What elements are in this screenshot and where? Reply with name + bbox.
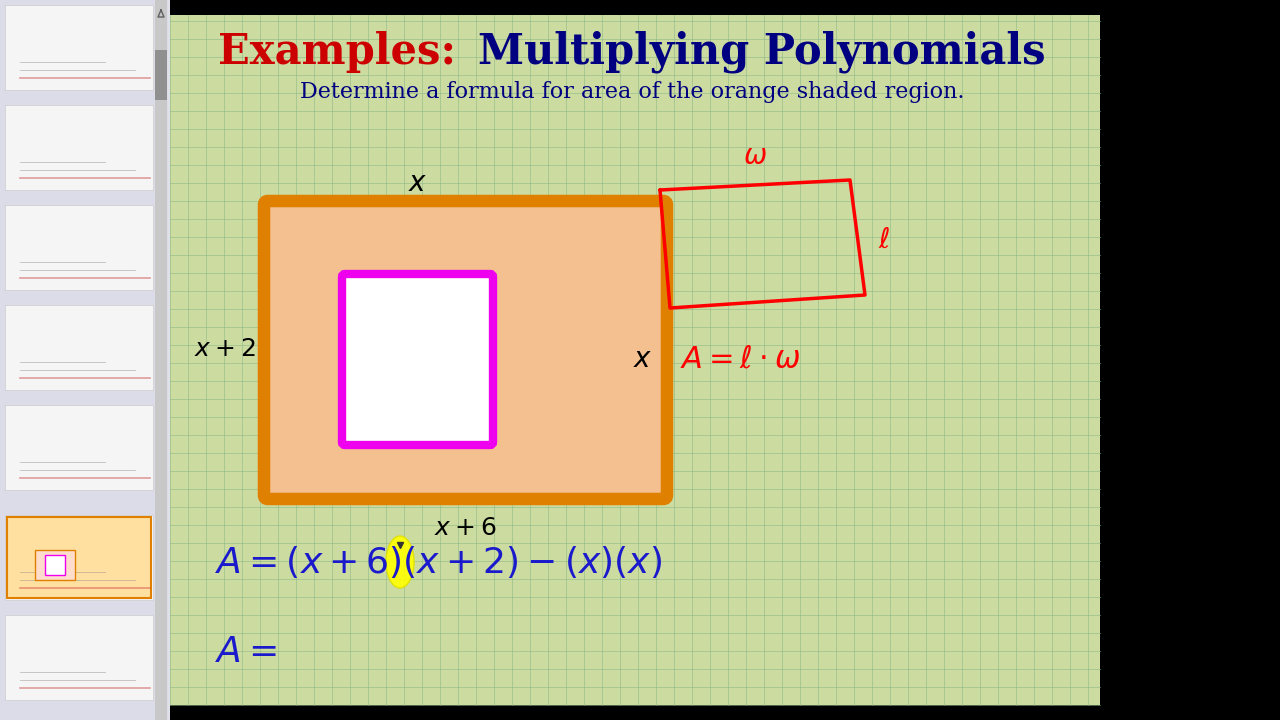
Bar <box>35 550 76 580</box>
Bar <box>5 405 154 490</box>
Bar <box>5 5 154 90</box>
Ellipse shape <box>387 536 413 588</box>
Text: $x$: $x$ <box>408 170 428 197</box>
Bar <box>5 205 154 290</box>
Bar <box>155 50 166 100</box>
Text: Examples:: Examples: <box>218 31 470 73</box>
Bar <box>6 517 151 598</box>
Text: Determine a formula for area of the orange shaded region.: Determine a formula for area of the oran… <box>300 81 964 103</box>
Bar <box>155 0 166 720</box>
Bar <box>5 515 154 600</box>
Text: $\omega$: $\omega$ <box>742 142 767 170</box>
Text: $x + 2$: $x + 2$ <box>195 338 256 361</box>
FancyBboxPatch shape <box>264 201 667 499</box>
Bar <box>45 555 65 575</box>
Bar <box>170 15 1100 705</box>
Text: $A =$: $A =$ <box>215 635 278 669</box>
Text: $A = (x+6)(x+2) - (x)(x)$: $A = (x+6)(x+2) - (x)(x)$ <box>215 544 662 580</box>
Text: Multiplying Polynomials: Multiplying Polynomials <box>477 31 1046 73</box>
Text: $x$: $x$ <box>634 346 653 373</box>
Text: $A = \ell \cdot \omega$: $A = \ell \cdot \omega$ <box>680 345 800 374</box>
Bar <box>0 0 168 720</box>
Bar <box>5 305 154 390</box>
Bar <box>0 0 170 720</box>
Bar <box>5 105 154 190</box>
FancyBboxPatch shape <box>342 274 493 445</box>
Text: $\ell$: $\ell$ <box>878 226 890 254</box>
Bar <box>5 615 154 700</box>
Text: $x + 6$: $x + 6$ <box>434 517 497 540</box>
